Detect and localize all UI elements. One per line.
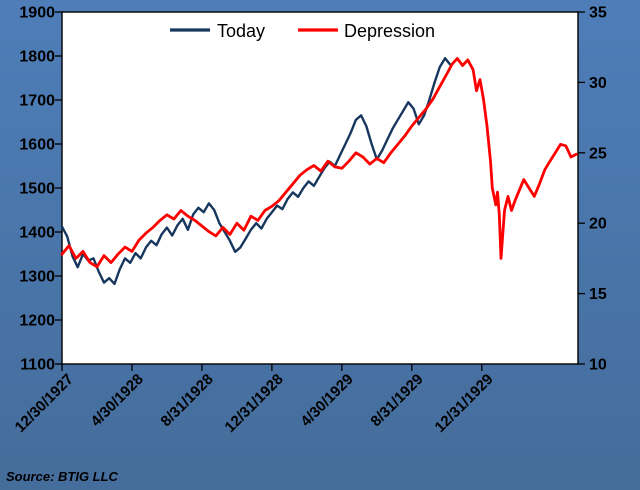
left-axis-tick-label: 1800 — [19, 49, 55, 66]
x-axis-tick-label: 12/31/1928 — [222, 371, 287, 436]
x-axis-tick-label: 12/30/1927 — [12, 371, 77, 436]
x-axis-tick-label: 4/30/1929 — [297, 371, 356, 430]
left-axis-tick-label: 1300 — [19, 269, 55, 286]
legend-today-label: Today — [217, 21, 265, 41]
left-axis-tick-label: 1700 — [19, 93, 55, 110]
chart-legend: Today Depression — [170, 21, 435, 41]
right-axis-tick-label: 30 — [589, 75, 607, 92]
left-axis-tick-label: 1900 — [19, 5, 55, 22]
x-axis-tick-label: 8/31/1929 — [367, 371, 426, 430]
right-axis-tick-label: 15 — [589, 286, 607, 303]
right-axis-tick-label: 20 — [589, 216, 607, 233]
right-axis-tick-label: 25 — [589, 145, 607, 162]
x-axis-tick-label: 4/30/1928 — [88, 371, 147, 430]
legend-depression-label: Depression — [344, 21, 435, 41]
x-axis-tick-label: 8/31/1928 — [158, 371, 217, 430]
right-axis-tick-label: 10 — [589, 357, 607, 374]
series-line-today — [60, 57, 452, 286]
series-lines — [60, 57, 578, 286]
left-axis-tick-label: 1100 — [20, 357, 55, 374]
left-axis-tick-label: 1400 — [19, 225, 55, 242]
right-axis-tick-label: 35 — [589, 5, 607, 22]
series-line-depression — [60, 57, 578, 269]
source-credit: Source: BTIG LLC — [6, 469, 118, 484]
x-axis-tick-label: 12/31/1929 — [432, 371, 497, 436]
left-axis-tick-label: 1600 — [19, 137, 55, 154]
left-axis-tick-label: 1500 — [19, 181, 55, 198]
plot-area — [61, 11, 579, 365]
left-axis-tick-label: 1200 — [19, 313, 55, 330]
